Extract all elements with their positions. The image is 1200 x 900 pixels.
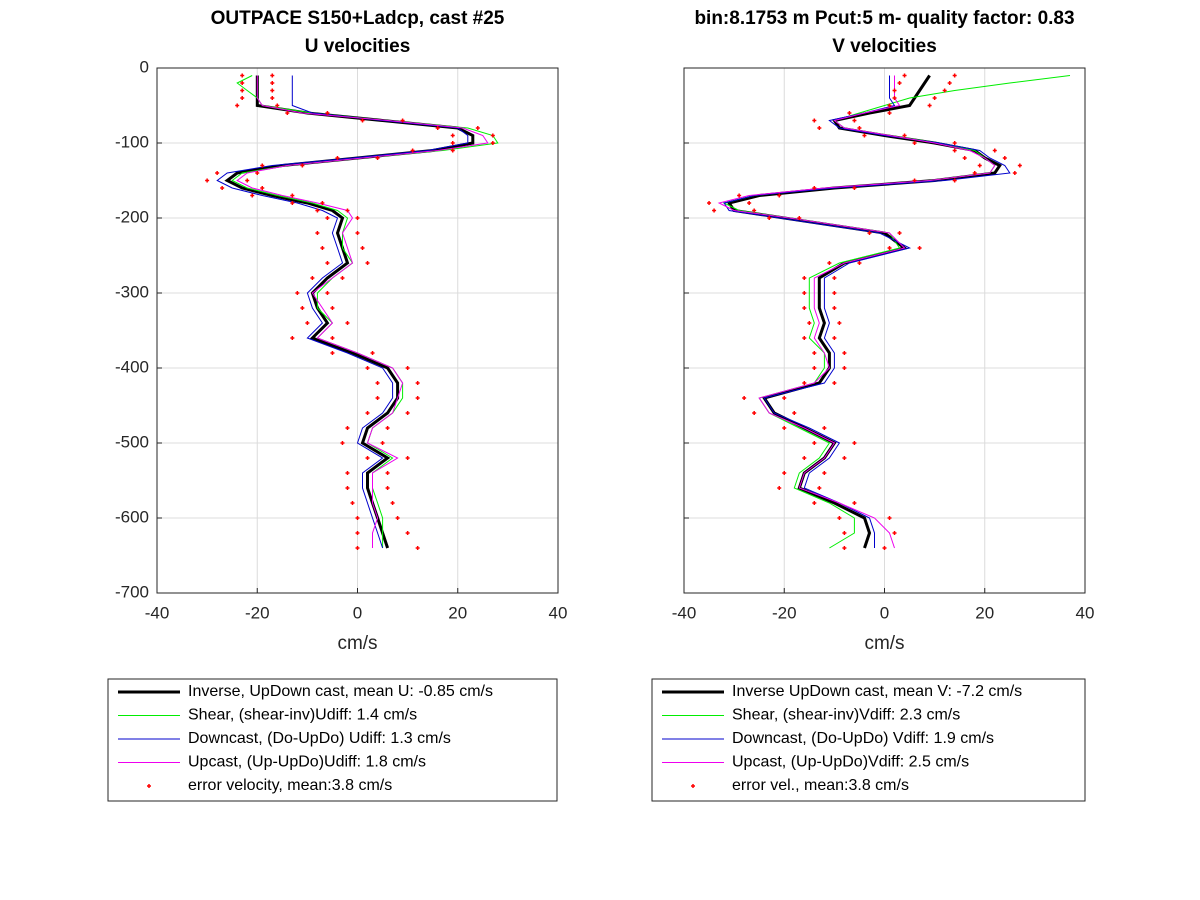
legend-label: error vel., mean:3.8 cm/s	[732, 777, 909, 794]
y-tick-label: -400	[115, 357, 149, 376]
x-axis-label: cm/s	[864, 633, 904, 654]
chart-subtitle: V velocities	[832, 36, 937, 57]
y-tick-label: -700	[115, 582, 149, 601]
chart-title: bin:8.1753 m Pcut:5 m- quality factor: 0…	[694, 8, 1074, 29]
legend-label: Upcast, (Up-UpDo)Vdiff: 2.5 cm/s	[732, 754, 969, 771]
x-tick-label: 0	[353, 603, 362, 622]
x-tick-label: 40	[1076, 603, 1095, 622]
x-tick-label: 20	[448, 603, 467, 622]
legend-label: Shear, (shear-inv)Udiff: 1.4 cm/s	[188, 707, 417, 724]
y-tick-label: -300	[115, 282, 149, 301]
x-tick-label: -20	[772, 603, 797, 622]
x-tick-label: 0	[880, 603, 889, 622]
figure: -40-2002040-700-600-500-400-300-200-1000…	[0, 0, 1200, 900]
chart-subtitle: U velocities	[305, 36, 411, 57]
y-tick-label: -200	[115, 207, 149, 226]
legend-label: error velocity, mean:3.8 cm/s	[188, 777, 392, 794]
y-tick-label: -500	[115, 432, 149, 451]
chart-title: OUTPACE S150+Ladcp, cast #25	[211, 8, 505, 29]
legend-label: Downcast, (Do-UpDo) Vdiff: 1.9 cm/s	[732, 730, 994, 747]
legend-label: Upcast, (Up-UpDo)Udiff: 1.8 cm/s	[188, 754, 426, 771]
x-tick-label: -20	[245, 603, 270, 622]
legend-label: Shear, (shear-inv)Vdiff: 2.3 cm/s	[732, 707, 960, 724]
legend-label: Downcast, (Do-UpDo) Udiff: 1.3 cm/s	[188, 730, 451, 747]
x-tick-label: -40	[672, 603, 697, 622]
y-tick-label: -600	[115, 507, 149, 526]
y-tick-label: 0	[140, 57, 149, 76]
x-axis-label: cm/s	[337, 633, 377, 654]
x-tick-label: 40	[549, 603, 568, 622]
x-tick-label: -40	[145, 603, 170, 622]
x-tick-label: 20	[975, 603, 994, 622]
legend-label: Inverse UpDown cast, mean V: -7.2 cm/s	[732, 683, 1022, 700]
y-tick-label: -100	[115, 132, 149, 151]
legend-label: Inverse, UpDown cast, mean U: -0.85 cm/s	[188, 683, 493, 700]
